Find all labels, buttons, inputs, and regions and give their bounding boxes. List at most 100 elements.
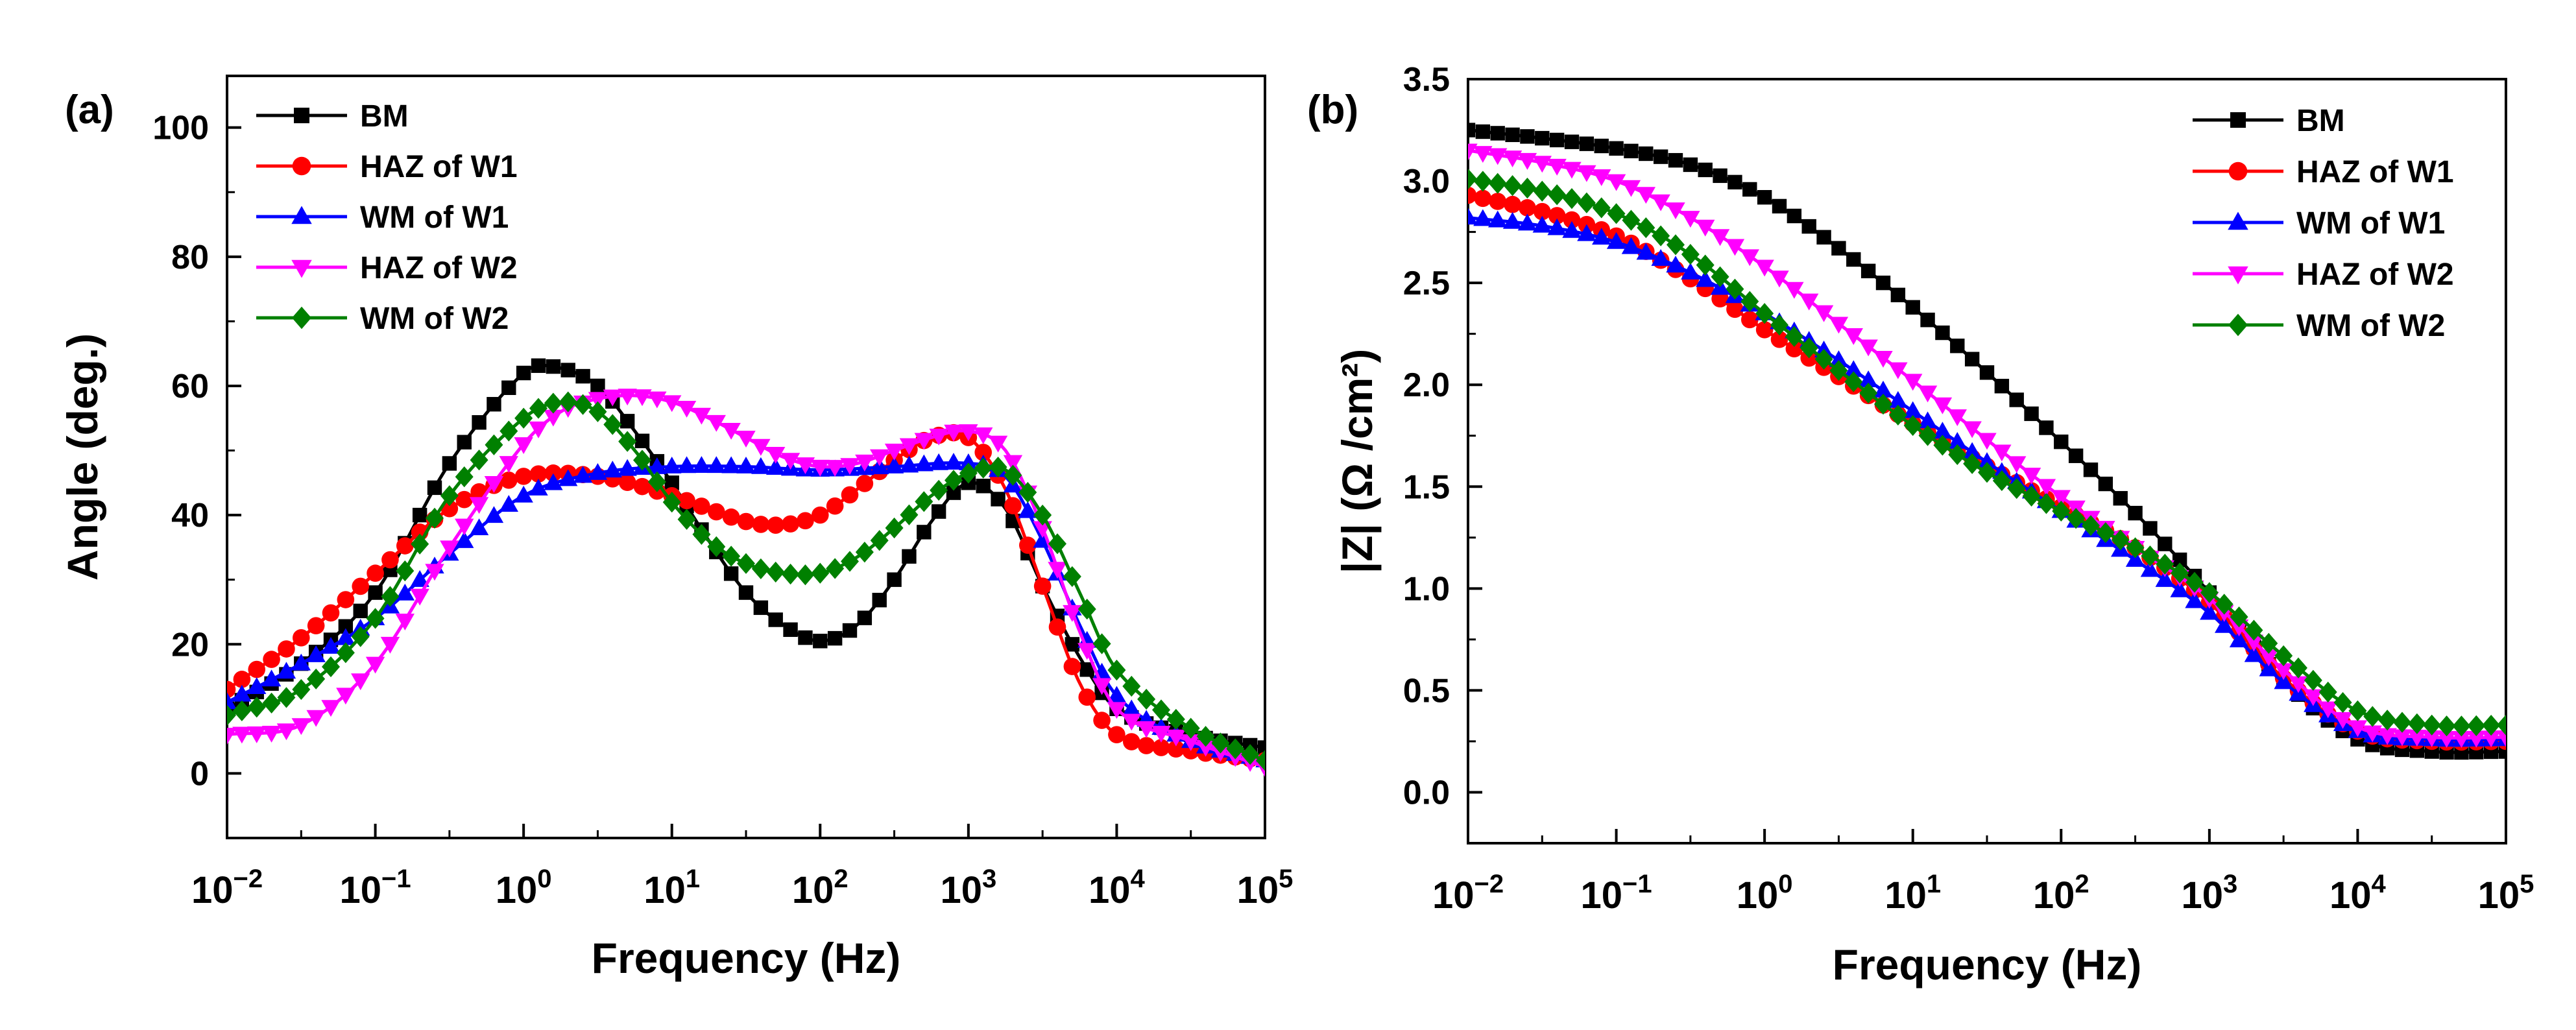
legend-marker xyxy=(2228,313,2248,337)
data-point xyxy=(546,359,561,374)
data-point xyxy=(752,516,770,533)
data-point xyxy=(1920,313,1935,328)
data-point xyxy=(1196,739,1216,757)
x-tick-base: 10 xyxy=(1737,874,1779,916)
data-point xyxy=(500,420,518,442)
data-point xyxy=(1844,360,1863,377)
x-tick-label: 105 xyxy=(1237,865,1294,911)
data-point xyxy=(1004,497,1022,514)
data-point xyxy=(2274,663,2293,680)
data-point xyxy=(544,409,563,427)
data-point xyxy=(1004,464,1022,486)
data-point xyxy=(945,470,963,491)
data-point xyxy=(1122,675,1141,697)
legend-marker xyxy=(2228,266,2248,285)
legend-marker xyxy=(291,206,312,224)
legend-marker xyxy=(294,108,309,123)
data-point xyxy=(1092,678,1112,695)
data-point xyxy=(1681,244,1700,265)
data-point xyxy=(410,588,429,606)
data-point xyxy=(2128,505,2143,521)
y-tick-label: 2.5 xyxy=(1403,265,1450,302)
data-point xyxy=(1667,234,1685,256)
data-point xyxy=(2229,619,2249,637)
data-point xyxy=(1077,599,1096,620)
x-tick-base: 10 xyxy=(1884,874,1927,916)
data-point xyxy=(516,365,531,381)
data-point xyxy=(766,561,785,583)
data-point xyxy=(412,507,427,523)
data-point xyxy=(353,603,368,619)
data-point xyxy=(1755,303,1774,324)
data-point xyxy=(337,591,355,608)
data-point xyxy=(723,566,739,581)
data-point xyxy=(1137,721,1156,738)
data-point xyxy=(1063,605,1082,622)
data-point xyxy=(1475,124,1491,139)
data-point xyxy=(1533,180,1552,202)
data-point xyxy=(2422,714,2441,736)
data-point xyxy=(1196,726,1215,747)
data-point xyxy=(855,454,874,472)
data-point xyxy=(2259,659,2278,677)
data-point xyxy=(692,523,711,545)
data-point xyxy=(1607,203,1626,224)
data-point xyxy=(1994,379,2010,394)
data-point xyxy=(395,583,415,601)
data-point xyxy=(455,518,474,536)
data-point xyxy=(487,397,501,412)
data-point xyxy=(1962,421,1982,438)
data-point xyxy=(959,424,978,442)
data-point xyxy=(2393,712,2411,733)
data-point xyxy=(2422,730,2442,748)
data-point xyxy=(1592,228,1611,245)
data-point xyxy=(767,516,785,534)
data-point xyxy=(1992,444,2012,462)
data-point xyxy=(2024,406,2039,422)
data-point xyxy=(1637,217,1655,239)
data-point xyxy=(588,401,607,422)
data-point xyxy=(291,718,311,736)
data-point xyxy=(1829,350,1849,368)
data-point xyxy=(1078,688,1096,706)
data-point xyxy=(768,612,783,627)
data-point xyxy=(232,700,251,722)
data-point xyxy=(2172,552,2187,568)
data-point xyxy=(514,485,533,503)
data-point xyxy=(840,458,860,475)
x-tick-exponent: 5 xyxy=(2520,870,2534,898)
data-point xyxy=(1829,317,1849,334)
data-point xyxy=(307,617,325,634)
y-axis-label: |Z| (Ω /cm²) xyxy=(1333,349,1382,574)
data-point xyxy=(751,438,771,456)
data-point xyxy=(2467,715,2486,736)
data-point xyxy=(1488,173,1507,194)
data-point xyxy=(795,457,815,475)
data-point xyxy=(1533,202,1551,221)
data-point xyxy=(1122,713,1141,731)
data-point xyxy=(1488,210,1508,228)
data-point xyxy=(1859,370,1878,387)
data-point xyxy=(1489,193,1507,210)
data-point xyxy=(1563,211,1581,229)
data-point xyxy=(321,700,341,717)
data-point xyxy=(1592,169,1611,186)
data-point xyxy=(1947,431,1967,449)
data-point xyxy=(959,453,978,470)
data-point xyxy=(1903,374,1923,391)
x-tick-label: 101 xyxy=(1884,870,1941,916)
data-point xyxy=(469,497,489,514)
data-point xyxy=(1814,305,1834,322)
data-point xyxy=(2437,715,2456,737)
data-point xyxy=(1594,138,1609,154)
data-point xyxy=(603,389,622,407)
data-point xyxy=(1698,162,1713,178)
data-point xyxy=(1622,210,1641,231)
x-tick-label: 10−2 xyxy=(191,865,263,911)
data-point xyxy=(338,619,354,634)
data-point xyxy=(322,656,340,678)
x-tick-base: 10 xyxy=(2033,874,2075,916)
data-point xyxy=(2052,500,2071,522)
data-point xyxy=(2039,420,2054,435)
data-point xyxy=(2304,669,2322,691)
